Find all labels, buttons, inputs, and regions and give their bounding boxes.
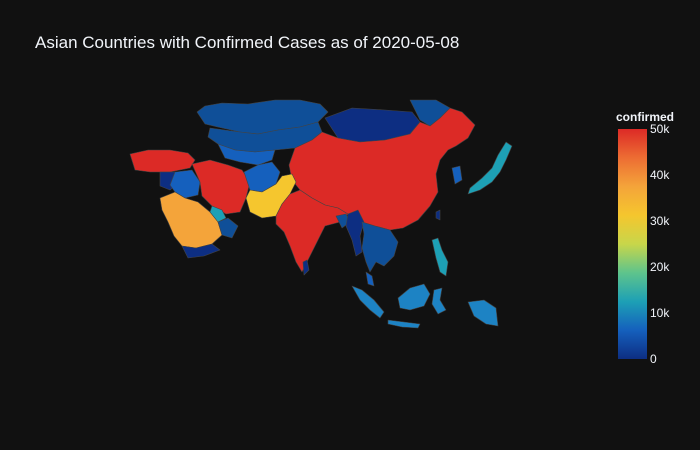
colorbar-tick: 0 [650,352,657,366]
country-indonesia-papua[interactable] [467,299,499,327]
country-malaysia[interactable] [365,271,375,287]
country-taiwan[interactable] [435,209,441,221]
colorbar-gradient [618,129,647,359]
country-pakistan[interactable] [245,173,297,219]
country-korea[interactable] [451,165,463,185]
map-title: Asian Countries with Confirmed Cases as … [35,33,460,52]
country-myanmar[interactable] [345,209,365,257]
country-india[interactable] [275,189,349,273]
colorbar-tick: 20k [650,260,670,274]
country-uzbekistan[interactable] [217,143,276,166]
country-turkey[interactable] [129,149,196,173]
country-philippines[interactable] [431,237,449,277]
country-thailand[interactable] [361,221,399,273]
colorbar-tick: 10k [650,306,670,320]
country-indonesia-sulawesi[interactable] [431,287,447,315]
country-qatar-uae[interactable] [209,205,227,223]
country-russia[interactable] [196,99,329,135]
country-japan[interactable] [467,141,513,195]
country-yemen[interactable] [181,243,221,259]
colorbar-tick: 40k [650,168,670,182]
colorbar-tick: 30k [650,214,670,228]
country-saudi-arabia[interactable] [159,191,223,249]
colorbar-tick: 50k [650,122,670,136]
country-borneo[interactable] [397,283,431,311]
country-oman[interactable] [217,217,239,239]
colorbar-title: confirmed [616,110,675,124]
country-indonesia-java[interactable] [387,319,421,329]
country-iran[interactable] [191,159,251,215]
country-sri-lanka[interactable] [302,259,310,276]
country-iraq[interactable] [169,169,201,199]
country-indonesia-sumatra[interactable] [351,285,385,319]
